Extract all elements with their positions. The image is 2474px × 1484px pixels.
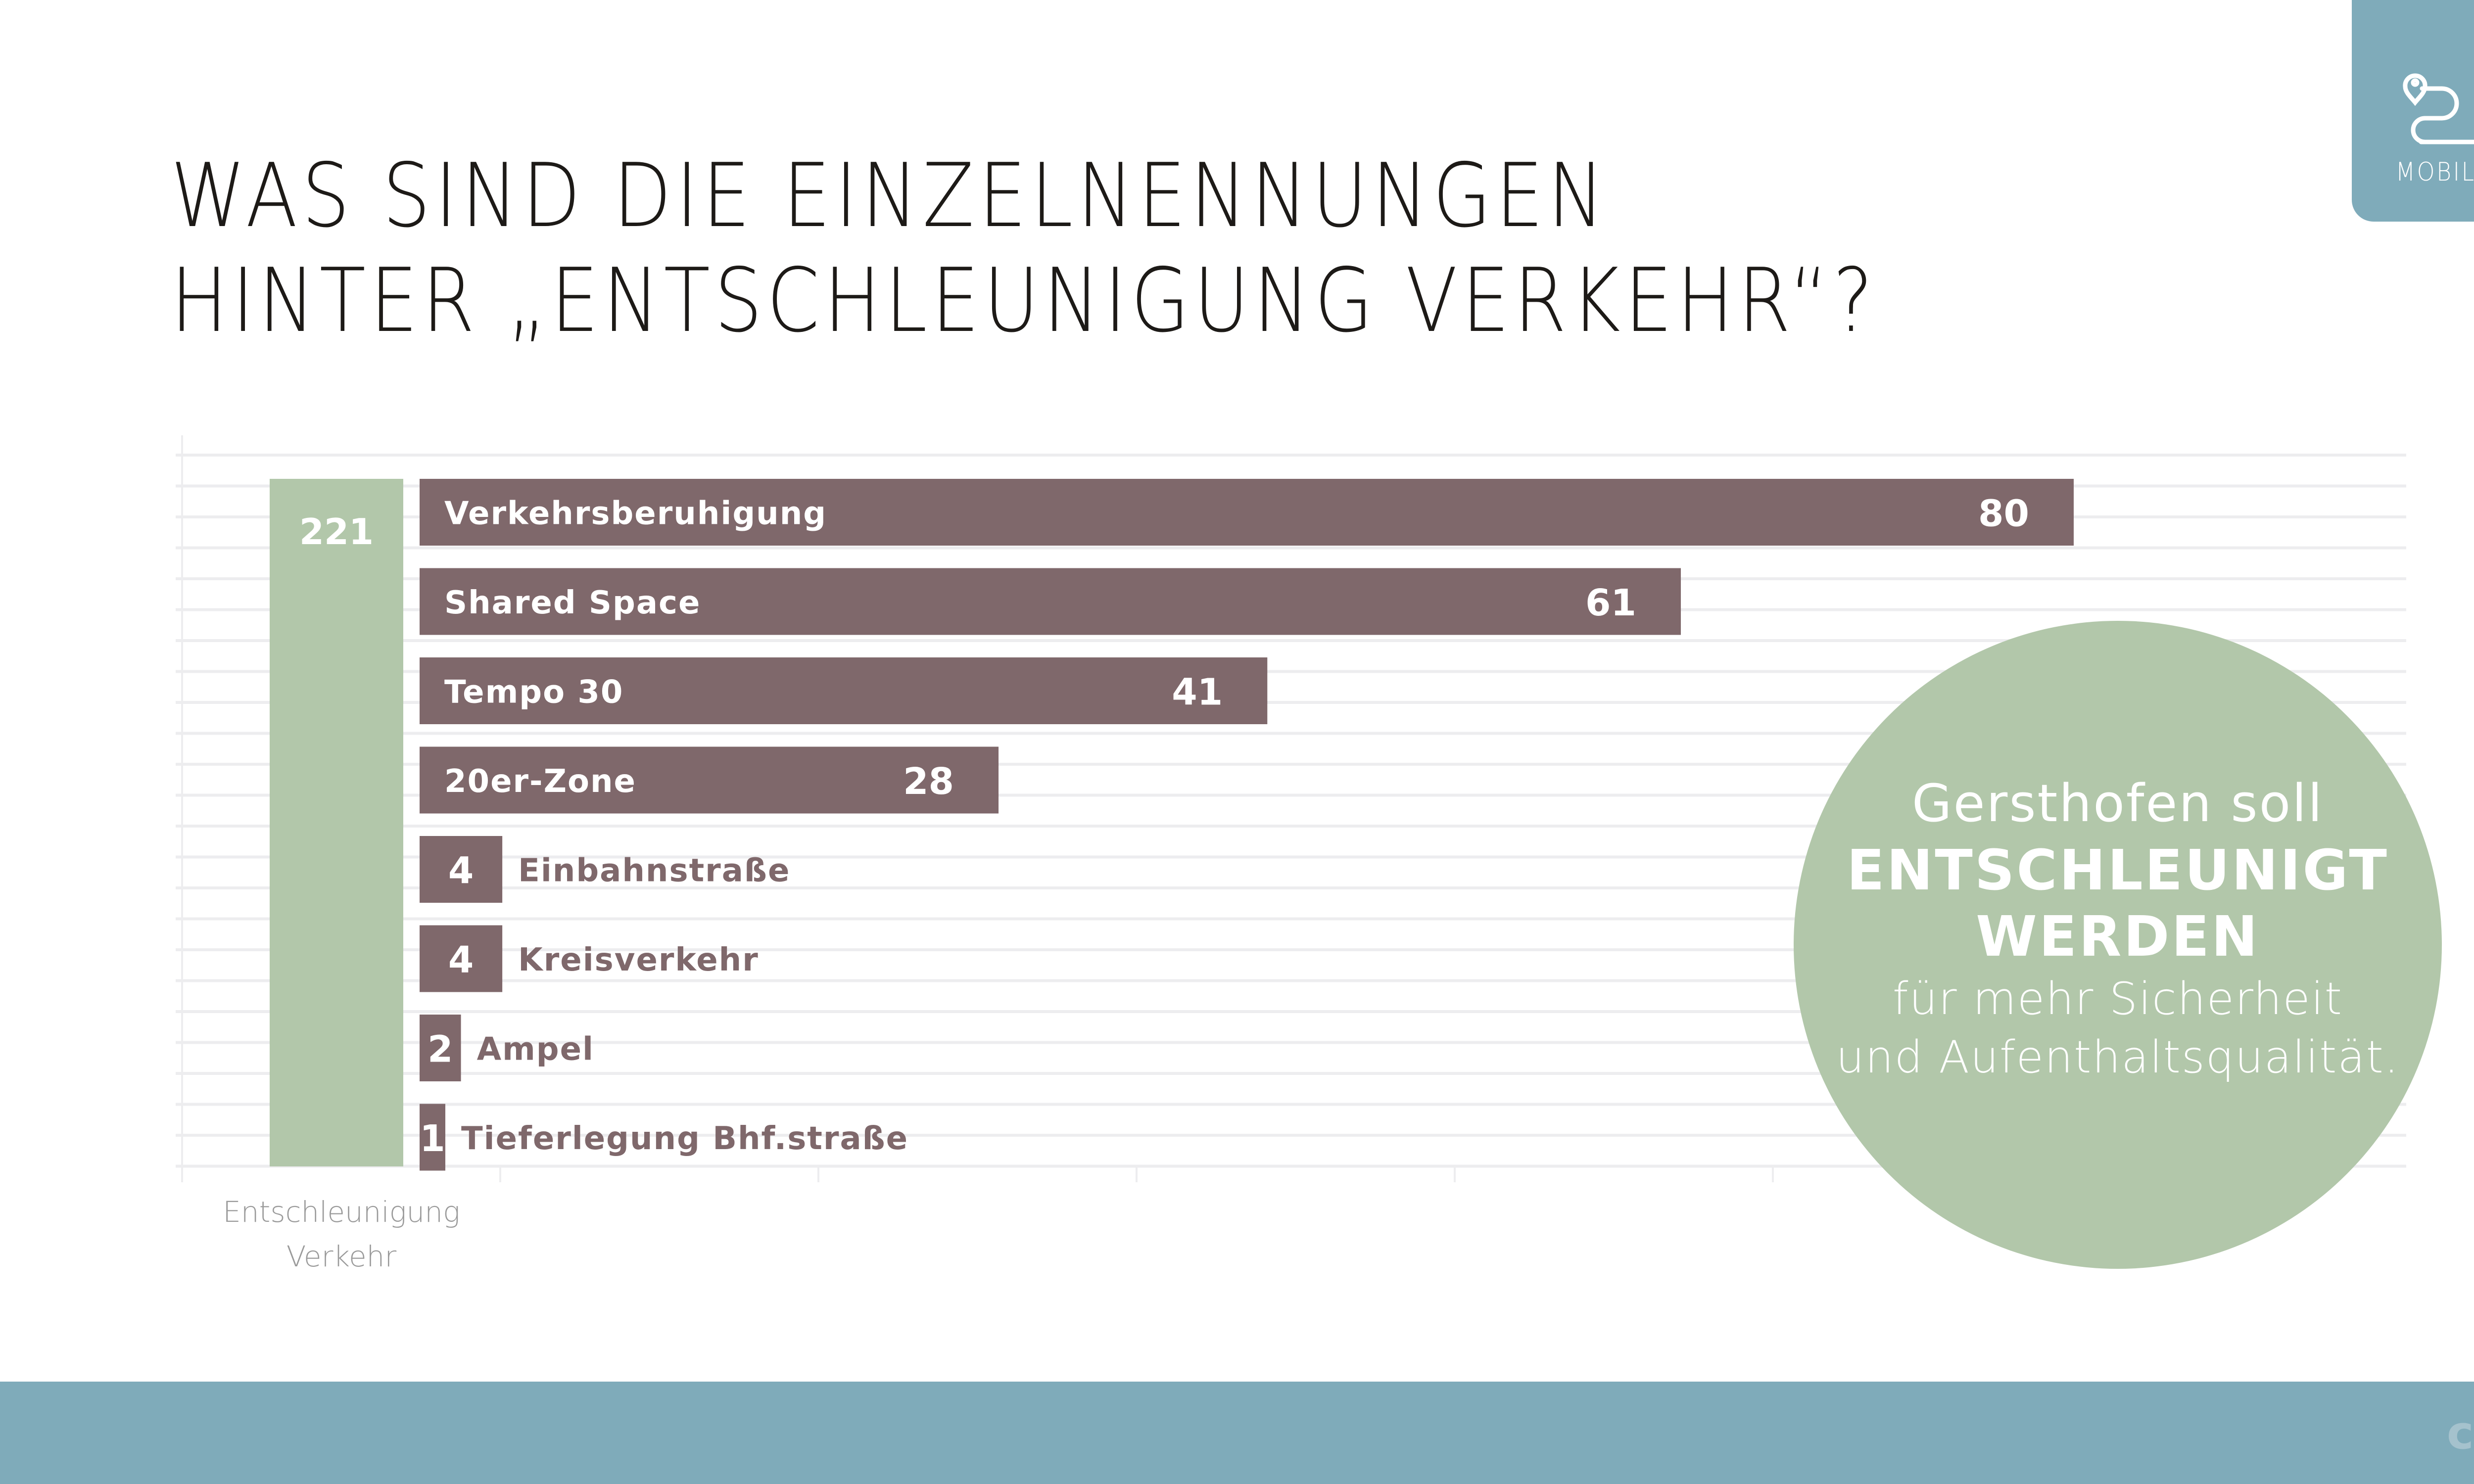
bar-category-label: Verkehrsberuhigung bbox=[444, 496, 827, 532]
bar-category-label: Shared Space bbox=[444, 585, 701, 621]
callout-line-3: WERDEN bbox=[1976, 905, 2260, 969]
route-pin-icon bbox=[2403, 73, 2474, 144]
chart-labels: 221 Entschleunigung Verkehr Verkehrsberuhig… bbox=[223, 493, 2029, 1274]
page-title: WAS SIND DIE EINZELNENNUNGEN HINTER „ENT… bbox=[171, 143, 1877, 353]
bar-category-label: 20er-Zone bbox=[444, 763, 636, 800]
bar-value-label: 4 bbox=[448, 850, 474, 892]
bar-value-label: 61 bbox=[1585, 582, 1636, 624]
bar bbox=[420, 568, 1681, 635]
bar-category-label: Kreisverkehr bbox=[518, 942, 759, 978]
bar bbox=[420, 925, 503, 992]
bar-value-label: 1 bbox=[420, 1117, 445, 1160]
bar-value-label: 2 bbox=[428, 1028, 453, 1071]
x-axis-ticks bbox=[181, 1166, 1774, 1182]
total-category-label: Entschleunigung bbox=[223, 1195, 460, 1229]
total-bar bbox=[270, 479, 403, 1166]
total-bar-value: 221 bbox=[299, 511, 374, 553]
footer-bar: cima. bbox=[0, 1382, 2474, 1484]
title-line-1: WAS SIND DIE EINZELNENNUNGEN bbox=[171, 144, 1609, 247]
bar bbox=[420, 836, 503, 903]
bar-category-label: Einbahnstraße bbox=[518, 853, 790, 889]
bar bbox=[420, 1104, 445, 1171]
callout-line-5: und Aufenthaltsqualität. bbox=[1836, 1031, 2400, 1083]
bar bbox=[420, 657, 1268, 724]
title-line-2: HINTER „ENTSCHLEUNIGUNG VERKEHR“? bbox=[171, 249, 1878, 352]
callout-circle: Gersthofen soll ENTSCHLEUNIGT WERDEN für… bbox=[1794, 621, 2442, 1269]
callout-line-1: Gersthofen soll bbox=[1911, 773, 2324, 834]
bar-category-label: Tempo 30 bbox=[444, 674, 623, 711]
bar-value-label: 41 bbox=[1172, 671, 1223, 714]
callout-line-2: ENTSCHLEUNIGT bbox=[1847, 838, 2389, 903]
bar-category-label: Tieferlegung Bhf.straße bbox=[461, 1120, 908, 1157]
callout-line-4: für mehr Sicherheit bbox=[1892, 973, 2343, 1025]
bar-value-label: 28 bbox=[903, 760, 954, 803]
bar bbox=[420, 1015, 461, 1081]
total-category-label: Verkehr bbox=[286, 1240, 397, 1273]
bar-value-label: 4 bbox=[448, 939, 474, 981]
cima-logo: cima. bbox=[2447, 1406, 2474, 1459]
bar bbox=[420, 479, 2074, 546]
bar bbox=[420, 746, 999, 814]
bar-category-label: Ampel bbox=[477, 1031, 594, 1068]
chart-bars bbox=[270, 479, 2074, 1171]
bar-value-label: 80 bbox=[1978, 493, 2029, 535]
category-badge: MOBILITÄT bbox=[2352, 0, 2474, 222]
badge-label: MOBILITÄT bbox=[2395, 157, 2474, 187]
